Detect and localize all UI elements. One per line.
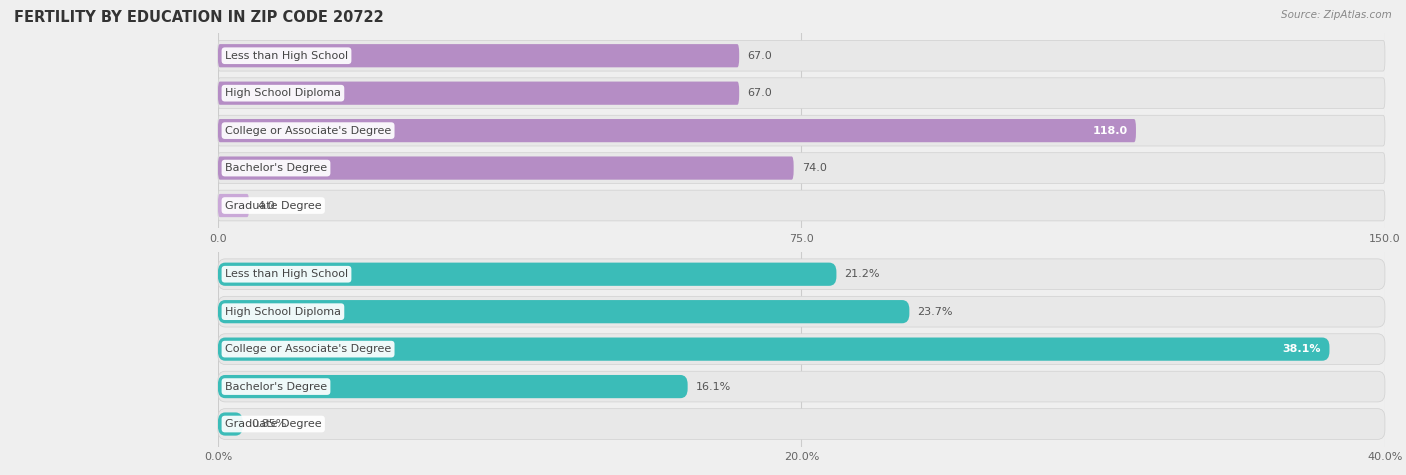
Text: High School Diploma: High School Diploma: [225, 307, 340, 317]
Text: Bachelor's Degree: Bachelor's Degree: [225, 381, 328, 391]
FancyBboxPatch shape: [218, 44, 740, 67]
FancyBboxPatch shape: [218, 40, 1385, 71]
Text: FERTILITY BY EDUCATION IN ZIP CODE 20722: FERTILITY BY EDUCATION IN ZIP CODE 20722: [14, 10, 384, 25]
Text: Bachelor's Degree: Bachelor's Degree: [225, 163, 328, 173]
Text: Source: ZipAtlas.com: Source: ZipAtlas.com: [1281, 10, 1392, 19]
Text: 4.0: 4.0: [257, 200, 276, 210]
Text: 16.1%: 16.1%: [696, 381, 731, 391]
Text: College or Associate's Degree: College or Associate's Degree: [225, 344, 391, 354]
FancyBboxPatch shape: [218, 194, 249, 217]
FancyBboxPatch shape: [218, 78, 1385, 108]
Text: 0.85%: 0.85%: [250, 419, 287, 429]
FancyBboxPatch shape: [218, 190, 1385, 221]
FancyBboxPatch shape: [218, 115, 1385, 146]
FancyBboxPatch shape: [218, 371, 1385, 402]
FancyBboxPatch shape: [218, 263, 837, 286]
Text: 67.0: 67.0: [748, 88, 772, 98]
Text: Graduate Degree: Graduate Degree: [225, 419, 322, 429]
FancyBboxPatch shape: [218, 300, 910, 323]
FancyBboxPatch shape: [218, 156, 793, 180]
Text: Graduate Degree: Graduate Degree: [225, 200, 322, 210]
FancyBboxPatch shape: [218, 408, 1385, 439]
Text: 38.1%: 38.1%: [1282, 344, 1322, 354]
Text: Less than High School: Less than High School: [225, 269, 349, 279]
FancyBboxPatch shape: [218, 338, 1330, 361]
Text: 67.0: 67.0: [748, 51, 772, 61]
FancyBboxPatch shape: [218, 82, 740, 105]
FancyBboxPatch shape: [218, 334, 1385, 364]
FancyBboxPatch shape: [218, 259, 1385, 290]
FancyBboxPatch shape: [218, 153, 1385, 183]
Text: Less than High School: Less than High School: [225, 51, 349, 61]
FancyBboxPatch shape: [218, 119, 1136, 142]
Text: 23.7%: 23.7%: [918, 307, 953, 317]
Text: High School Diploma: High School Diploma: [225, 88, 340, 98]
Text: College or Associate's Degree: College or Associate's Degree: [225, 125, 391, 136]
FancyBboxPatch shape: [218, 296, 1385, 327]
Text: 118.0: 118.0: [1092, 125, 1128, 136]
FancyBboxPatch shape: [218, 412, 243, 436]
Text: 21.2%: 21.2%: [845, 269, 880, 279]
Text: 74.0: 74.0: [801, 163, 827, 173]
FancyBboxPatch shape: [218, 375, 688, 398]
